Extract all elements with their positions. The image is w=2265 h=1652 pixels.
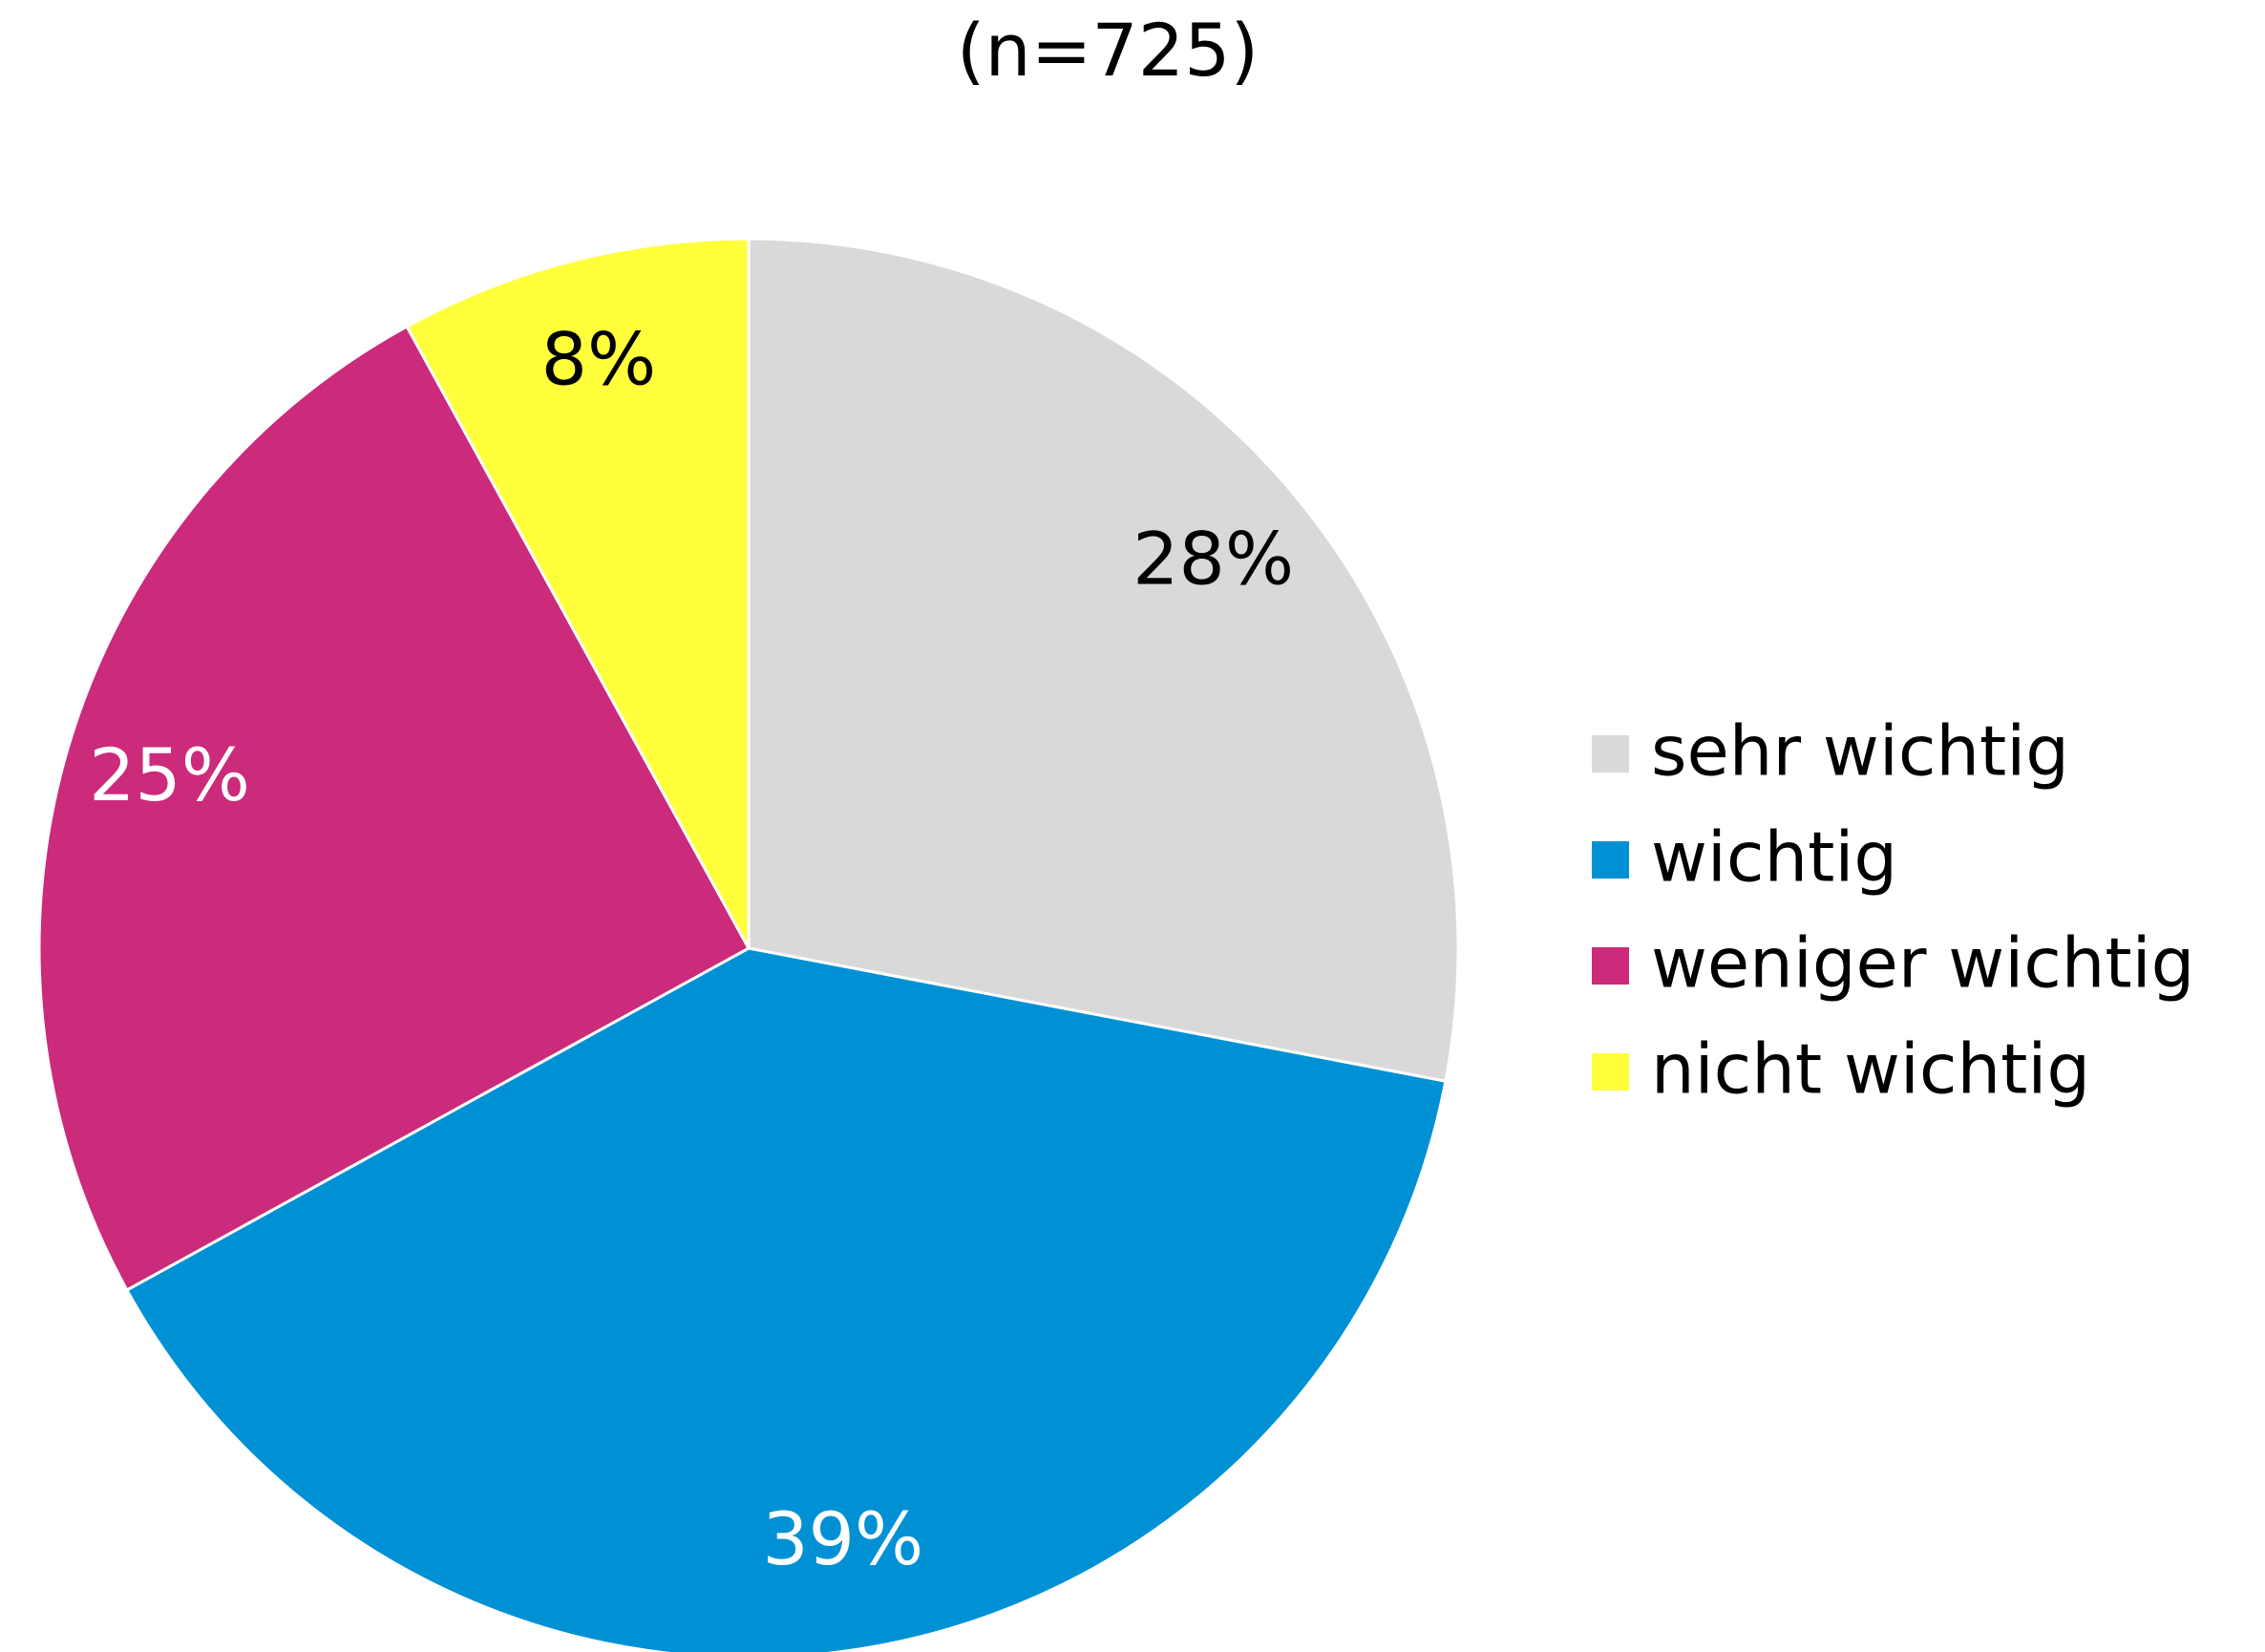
legend-label: wichtig (1651, 817, 1897, 898)
data-label: 39% (762, 1496, 923, 1581)
chart-title: (n=725) (957, 8, 1259, 93)
pie-slice (124, 946, 1448, 1652)
legend-label: nicht wichtig (1651, 1029, 2090, 1110)
legend-swatch (1592, 1053, 1629, 1091)
pie-slice (747, 237, 1460, 1083)
data-label: 8% (541, 316, 657, 401)
legend-swatch (1592, 735, 1629, 773)
pie-slice (405, 237, 751, 949)
legend-label: weniger wichtig (1651, 923, 2194, 1004)
legend-swatch (1592, 841, 1629, 879)
legend-swatch (1592, 947, 1629, 985)
legend-label: sehr wichtig (1651, 711, 2069, 792)
pie-slice (37, 324, 751, 1292)
data-label: 25% (89, 732, 250, 817)
data-label: 28% (1132, 516, 1294, 601)
